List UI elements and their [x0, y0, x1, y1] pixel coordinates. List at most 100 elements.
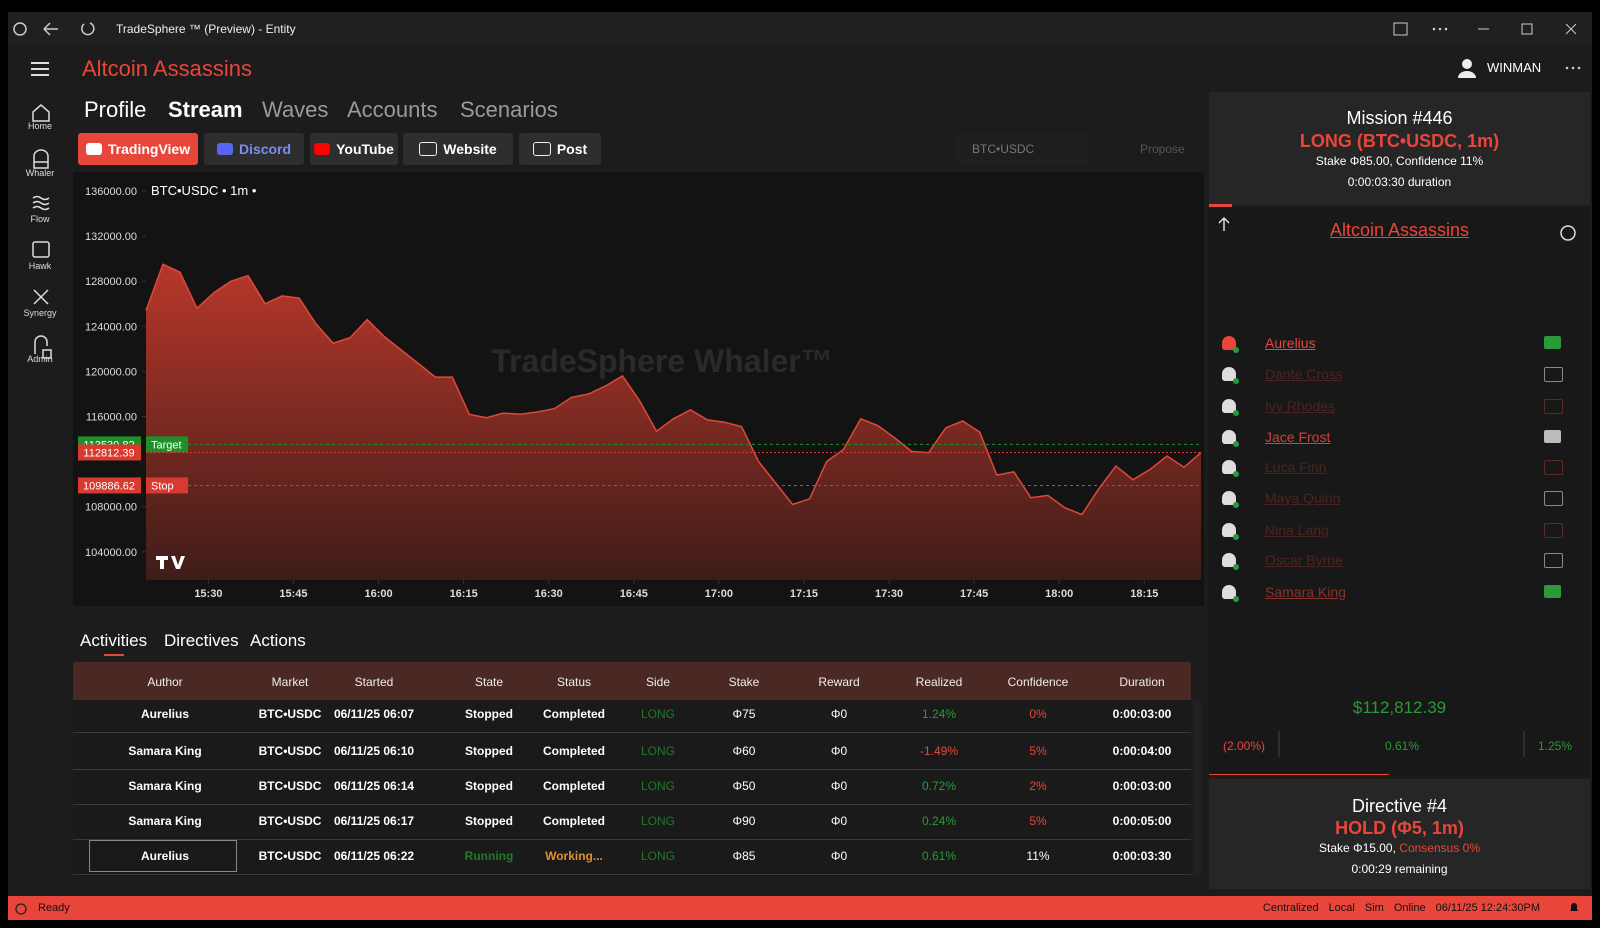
status-indicator: 06/11/25 12:24:30PM: [1435, 902, 1540, 914]
up-button[interactable]: [1218, 216, 1230, 231]
tab[interactable]: Profile: [84, 97, 147, 122]
table-cell[interactable]: Aurelius: [140, 707, 190, 721]
tab[interactable]: Stream: [168, 97, 243, 122]
user-name[interactable]: WINMAN: [1487, 60, 1542, 75]
column-header[interactable]: Started: [354, 675, 394, 689]
chat-button[interactable]: [1544, 523, 1563, 538]
scrollbar[interactable]: [1193, 700, 1201, 876]
table-row-divider: [73, 839, 1191, 840]
app-icon: [13, 22, 27, 36]
link-button[interactable]: TradingView: [78, 133, 198, 165]
chat-button[interactable]: [1544, 336, 1561, 349]
table-cell[interactable]: Aurelius: [140, 849, 190, 863]
tab[interactable]: Scenarios: [460, 97, 558, 122]
member-name[interactable]: Jace Frost: [1265, 429, 1331, 445]
nav-label[interactable]: Admin: [27, 354, 53, 364]
bottom-tab[interactable]: Directives: [164, 631, 239, 650]
link-button[interactable]: Website: [403, 133, 513, 165]
maximize-button[interactable]: [1521, 23, 1533, 35]
tab[interactable]: Waves: [262, 97, 329, 122]
table-cell: Φ0: [830, 779, 848, 793]
member-name[interactable]: Nina Lang: [1265, 522, 1329, 538]
table-cell: Φ60: [732, 744, 756, 758]
member-name[interactable]: Maya Quinn: [1265, 490, 1341, 506]
table-cell: Φ90: [732, 814, 756, 828]
table-cell: 0:00:03:00: [1112, 707, 1172, 721]
refresh-button[interactable]: [81, 22, 95, 36]
link-button[interactable]: Discord: [204, 133, 304, 165]
table-cell: 0:00:05:00: [1112, 814, 1172, 828]
chat-button[interactable]: [1544, 430, 1561, 443]
table-cell[interactable]: Samara King: [128, 814, 202, 828]
column-header[interactable]: Stake: [728, 675, 760, 689]
table-cell: Φ50: [732, 779, 756, 793]
back-button[interactable]: [43, 22, 58, 36]
link-icon: [314, 143, 331, 155]
bottom-tab[interactable]: Activities: [80, 631, 148, 650]
mission-card: [1209, 92, 1590, 205]
chat-button[interactable]: [1544, 399, 1563, 414]
tab[interactable]: Accounts: [347, 97, 438, 122]
synergy-icon[interactable]: [33, 289, 49, 305]
link-icon: [216, 143, 233, 155]
member-status: [1233, 441, 1239, 447]
x-tick-label: 18:00: [1045, 588, 1073, 600]
nav-label[interactable]: Home: [27, 121, 52, 131]
member-name[interactable]: Aurelius: [1265, 335, 1316, 351]
member-name[interactable]: Samara King: [1265, 584, 1346, 600]
column-header[interactable]: Status: [556, 675, 592, 689]
propose-button[interactable]: Propose: [1140, 142, 1185, 156]
layout-button[interactable]: [1393, 22, 1408, 36]
chat-button[interactable]: [1544, 460, 1563, 475]
tradingview-logo: [156, 556, 185, 569]
status-indicator: Local: [1328, 902, 1355, 914]
chat-button[interactable]: [1544, 367, 1563, 382]
bottom-tab[interactable]: Actions: [250, 631, 306, 650]
column-header[interactable]: Confidence: [1007, 675, 1069, 689]
table-cell: 0.61%: [921, 849, 957, 863]
column-header[interactable]: Realized: [915, 675, 963, 689]
hawk-icon[interactable]: [32, 241, 50, 258]
price-level-tag: [146, 477, 188, 494]
notification-icon[interactable]: [1568, 902, 1580, 914]
menu-button[interactable]: [31, 62, 49, 76]
home-icon[interactable]: [32, 104, 50, 122]
nav-label[interactable]: Flow: [30, 214, 50, 224]
member-name[interactable]: Ivy Rhodes: [1265, 398, 1336, 414]
close-button[interactable]: [1565, 23, 1577, 35]
status-indicator: Centralized: [1262, 902, 1319, 914]
chat-button[interactable]: [1544, 553, 1563, 568]
status-bar: [8, 896, 1592, 920]
column-header[interactable]: Side: [645, 675, 671, 689]
column-header[interactable]: State: [474, 675, 504, 689]
nav-label[interactable]: Synergy: [23, 308, 57, 318]
nav-label[interactable]: Whaler: [25, 168, 55, 178]
table-cell[interactable]: Samara King: [128, 744, 202, 758]
member-name[interactable]: Oscar Byrne: [1265, 552, 1343, 568]
link-button[interactable]: Post: [519, 133, 601, 165]
table-cell[interactable]: Samara King: [128, 779, 202, 793]
member-name[interactable]: Luca Finn: [1265, 459, 1327, 475]
table-cell: LONG: [640, 814, 676, 828]
column-header[interactable]: Market: [271, 675, 309, 689]
table-cell: LONG: [640, 744, 676, 758]
chat-button[interactable]: [1544, 491, 1563, 506]
column-header[interactable]: Reward: [818, 675, 860, 689]
price-level-box: [78, 444, 141, 461]
link-button[interactable]: YouTube: [310, 133, 398, 165]
chat-button[interactable]: [1544, 585, 1561, 598]
symbol-select[interactable]: BTC•USDC: [955, 133, 1090, 165]
column-header[interactable]: Author: [147, 675, 183, 689]
refresh-button[interactable]: [1560, 225, 1576, 241]
flow-icon[interactable]: [32, 195, 50, 211]
more-button[interactable]: [1432, 27, 1448, 31]
user-menu[interactable]: [1565, 66, 1581, 70]
y-tick-label: 132000.00: [85, 231, 137, 243]
column-header[interactable]: Duration: [1119, 675, 1165, 689]
whaler-icon[interactable]: [33, 149, 49, 169]
admin-icon[interactable]: [34, 335, 52, 359]
team-name[interactable]: Altcoin Assassins: [1329, 220, 1470, 240]
member-name[interactable]: Dante Cross: [1265, 366, 1343, 382]
nav-label[interactable]: Hawk: [28, 261, 52, 271]
